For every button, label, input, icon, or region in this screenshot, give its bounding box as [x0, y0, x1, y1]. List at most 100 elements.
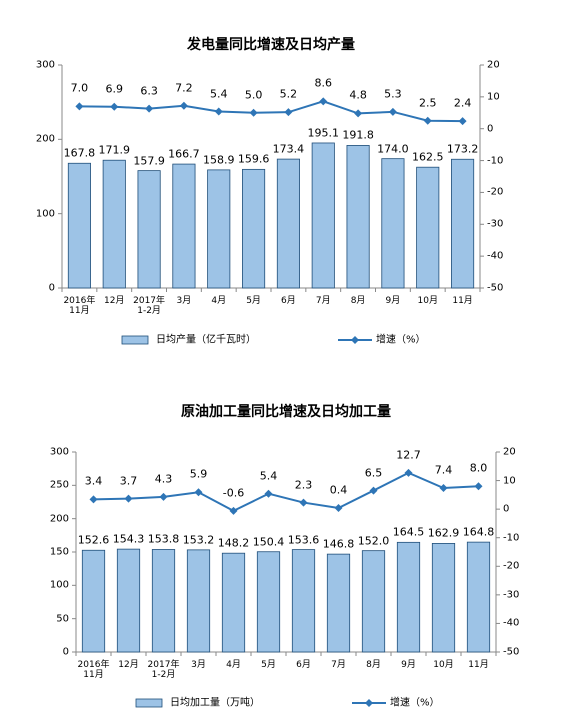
x-tick-label: 5月: [246, 296, 261, 306]
x-tick-label: 6月: [296, 660, 311, 670]
marker: [214, 107, 223, 116]
bar-value-label: 158.9: [203, 153, 235, 167]
line-value-label: 2.3: [294, 478, 313, 492]
x-tick-label: 2017年 1-2月: [133, 296, 166, 317]
bar-value-label: 152.6: [77, 533, 110, 547]
bar: [81, 549, 106, 653]
line-value-label: 2.5: [419, 96, 437, 110]
bar-value-label: 166.7: [168, 147, 200, 161]
bar-value-label: 146.8: [322, 537, 355, 551]
bar-value-label: 159.6: [237, 153, 270, 167]
bar-value-label: 191.8: [342, 129, 374, 143]
marker: [264, 489, 273, 498]
bar-value-label: 157.9: [133, 154, 165, 168]
x-tick-label: 11月: [452, 296, 473, 306]
legend-swatch: [351, 336, 359, 344]
y-tick-label: 300: [35, 59, 55, 71]
bar-value-label: 154.3: [112, 532, 145, 546]
y2-tick-label: -10: [487, 154, 504, 166]
y2-tick-label: -50: [503, 646, 520, 658]
x-tick-label: 7月: [315, 296, 331, 306]
y2-tick-label: -30: [487, 218, 504, 230]
line-value-label: 8.6: [314, 76, 333, 90]
y-tick-label: 100: [35, 207, 55, 219]
y-tick-label: 300: [49, 446, 69, 458]
x-tick-label: 10月: [417, 296, 438, 306]
line: [79, 100, 463, 123]
x-tick-label: 8月: [350, 296, 366, 306]
bar-value-label: 162.9: [427, 527, 460, 541]
bar: [276, 158, 300, 289]
marker: [159, 492, 168, 501]
y2-tick-label: 20: [503, 446, 516, 458]
bar-value-label: 164.5: [392, 526, 425, 540]
bar: [172, 163, 196, 289]
y2-tick-label: 0: [503, 503, 510, 515]
line-value-label: 0.4: [329, 483, 348, 497]
bar-value-label: 153.2: [182, 533, 215, 547]
bar: [67, 162, 91, 289]
marker: [249, 108, 258, 117]
bar-value-label: 171.9: [98, 143, 131, 157]
bar-value-label: 153.8: [147, 533, 180, 547]
marker: [110, 102, 119, 111]
line-value-label: 4.3: [154, 472, 173, 486]
x-tick-label: 9月: [385, 296, 401, 306]
marker: [458, 117, 467, 126]
marker: [75, 102, 84, 111]
line-value-label: 4.8: [349, 89, 367, 103]
line: [93, 471, 479, 512]
x-tick-label: 2016年 11月: [63, 296, 96, 317]
bar: [116, 548, 141, 653]
marker: [334, 504, 343, 512]
y2-tick-label: -40: [487, 250, 504, 262]
line-value-label: 12.7: [396, 448, 421, 462]
bar: [451, 158, 475, 289]
bar: [291, 549, 316, 653]
bar-value-label: 174.0: [377, 142, 409, 156]
x-tick-label: 2017年 1-2月: [147, 660, 180, 681]
line-value-label: 5.2: [279, 87, 298, 101]
legend-label: 增速（%）: [390, 697, 440, 709]
y2-tick-label: -20: [503, 560, 520, 572]
line-value-label: 5.3: [384, 87, 402, 101]
bar-value-label: 167.8: [63, 146, 96, 160]
bar: [242, 168, 266, 289]
bar-value-label: 173.2: [446, 142, 479, 156]
line-value-label: 7.0: [70, 82, 89, 96]
x-tick-label: 12月: [104, 296, 125, 306]
marker: [284, 108, 293, 117]
x-tick-label: 6月: [281, 296, 296, 306]
bar: [256, 551, 281, 653]
y2-tick-label: -30: [503, 589, 520, 601]
x-tick-label: 11月: [468, 660, 489, 670]
line-value-label: 6.9: [105, 82, 124, 96]
bar: [466, 541, 491, 653]
marker: [404, 468, 413, 477]
bar: [346, 145, 370, 289]
y2-tick-label: -40: [503, 617, 520, 629]
legend-label: 日均产量（亿千瓦时）: [156, 334, 256, 346]
marker: [145, 104, 154, 113]
y2-tick-label: -20: [487, 186, 504, 198]
legend-swatch: [365, 699, 373, 707]
line-value-label: -0.6: [222, 486, 245, 500]
x-tick-label: 5月: [261, 660, 276, 670]
x-tick-label: 3月: [176, 296, 192, 306]
line-value-label: 3.4: [84, 475, 103, 489]
bar: [151, 549, 176, 653]
chart-title: 原油加工量同比增速及日均加工量: [181, 403, 391, 420]
marker: [388, 107, 397, 116]
x-tick-label: 4月: [226, 660, 241, 670]
marker: [354, 109, 363, 118]
x-tick-label: 4月: [211, 296, 227, 306]
chart-title: 发电量同比增速及日均产量: [187, 36, 355, 53]
bar: [431, 543, 456, 653]
marker: [124, 494, 133, 503]
line-value-label: 5.0: [244, 88, 263, 102]
marker: [369, 486, 378, 495]
y-tick-label: 150: [49, 546, 69, 558]
bar: [416, 166, 440, 289]
line-value-label: 8.0: [469, 461, 488, 475]
